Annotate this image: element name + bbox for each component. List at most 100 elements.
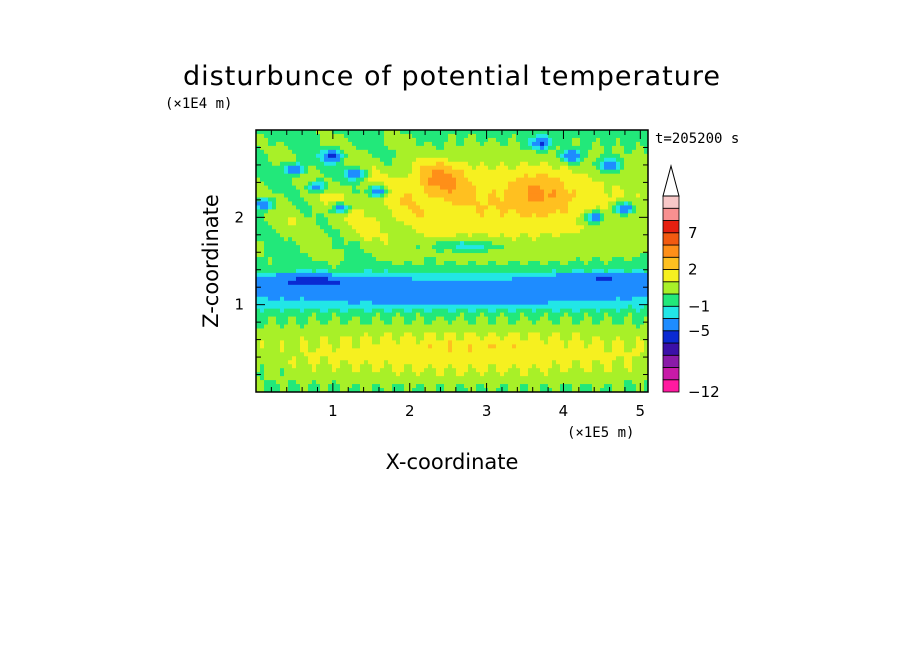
contour-cell [500,145,505,151]
contour-cell [320,157,325,163]
contour-cell [304,185,309,191]
contour-cell [296,272,301,278]
contour-cell [264,177,269,183]
contour-cell [348,193,353,199]
contour-cell [284,364,289,369]
contour-cell [276,324,281,330]
contour-cell [424,388,429,392]
contour-cell [544,193,549,199]
contour-cell [480,272,485,278]
contour-cell [284,197,289,203]
contour-cell [320,332,325,338]
contour-cell [436,372,441,377]
contour-cell [552,284,557,290]
contour-cell [364,296,369,302]
contour-cell [256,185,261,191]
contour-cell [464,241,469,246]
contour-cell [532,185,537,191]
contour-cell [404,296,409,302]
contour-cell [320,344,325,349]
contour-cell [340,284,345,290]
contour-cell [524,352,529,357]
contour-cell [412,245,417,250]
contour-cell [556,209,561,214]
contour-cell [364,173,369,179]
contour-cell [316,292,321,298]
contour-cell [400,241,405,246]
contour-cell [544,153,549,159]
contour-cell [552,205,557,210]
contour-cell [416,276,421,282]
contour-cell [472,264,477,270]
contour-cell [260,356,265,361]
contour-cell [260,304,265,310]
contour-cell [296,245,301,250]
contour-cell [480,145,485,151]
contour-cell [268,380,273,385]
contour-cell [276,316,281,322]
contour-cell [308,332,313,338]
contour-cell [448,304,453,310]
contour-cell [496,308,501,314]
contour-cell [340,356,345,361]
contour-cell [352,376,357,381]
contour-cell [292,169,297,175]
contour-cell [504,268,509,274]
contour-cell [472,205,477,210]
contour-cell [488,348,493,353]
contour-cell [444,153,449,159]
contour-cell [540,173,545,179]
contour-cell [332,193,337,199]
contour-cell [272,185,277,191]
contour-cell [516,253,521,258]
contour-cell [380,380,385,385]
contour-cell [268,185,273,191]
contour-cell [396,284,401,290]
contour-cell [452,209,457,214]
contour-cell [432,145,437,151]
contour-cell [500,364,505,369]
contour-cell [440,336,445,341]
contour-cell [288,300,293,306]
contour-cell [336,264,341,270]
contour-cell [268,328,273,334]
contour-cell [484,245,489,250]
contour-cell [532,332,537,338]
contour-cell [432,197,437,203]
contour-cell [284,149,289,155]
contour-cell [348,149,353,155]
contour-cell [280,181,285,187]
contour-cell [376,177,381,183]
contour-cell [328,133,333,139]
contour-cell [376,157,381,163]
contour-cell [484,233,489,238]
contour-cell [428,308,433,314]
contour-cell [484,304,489,310]
contour-cell [340,229,345,234]
contour-cell [400,300,405,306]
contour-cell [536,233,541,238]
contour-cell [356,233,361,238]
contour-cell [552,225,557,230]
contour-cell [500,384,505,389]
contour-cell [436,257,441,262]
contour-cell [404,245,409,250]
contour-cell [320,141,325,147]
contour-cell [480,288,485,294]
contour-cell [520,372,525,377]
contour-cell [548,165,553,171]
contour-cell [352,300,357,306]
contour-cell [408,225,413,230]
contour-cell [352,241,357,246]
contour-cell [452,316,457,322]
contour-cell [512,261,517,266]
contour-cell [428,261,433,266]
contour-cell [316,193,321,199]
contour-cell [368,304,373,310]
contour-cell [352,141,357,147]
contour-cell [428,344,433,349]
contour-cell [288,356,293,361]
contour-cell [368,332,373,338]
contour-cell [400,145,405,151]
contour-cell [344,312,349,318]
